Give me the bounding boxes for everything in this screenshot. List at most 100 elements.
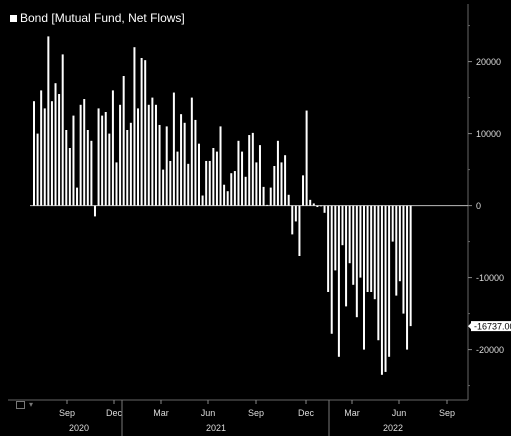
bar	[334, 205, 337, 271]
bar	[61, 54, 64, 206]
chart-menu-icon[interactable]	[16, 401, 25, 409]
bar	[72, 115, 75, 206]
bar	[154, 104, 157, 206]
x-tick-label: Jun	[201, 408, 216, 418]
bar	[208, 160, 211, 206]
bar	[43, 108, 46, 206]
x-tick-label: Mar	[153, 408, 169, 418]
bar	[291, 205, 294, 235]
bar	[90, 140, 93, 206]
bar	[316, 205, 319, 208]
bar	[298, 205, 301, 256]
y-tick-label: -20000	[476, 345, 504, 355]
bar	[205, 160, 208, 206]
bar	[133, 47, 136, 206]
bar	[384, 205, 387, 372]
bar	[319, 205, 322, 207]
bar	[180, 114, 183, 206]
bar	[330, 205, 333, 334]
bar	[226, 191, 229, 206]
bar	[83, 99, 86, 206]
bar	[194, 119, 197, 206]
bar	[359, 205, 362, 278]
x-tick-label: Dec	[298, 408, 315, 418]
bar	[187, 163, 190, 206]
bar	[406, 205, 409, 350]
bar	[269, 187, 272, 206]
chart-frame	[8, 4, 469, 401]
bar	[276, 140, 279, 206]
bar	[176, 151, 179, 206]
bar	[391, 205, 394, 242]
last-value-label: -16737.00	[474, 322, 511, 332]
chart-legend: Bond [Mutual Fund, Net Flows]	[10, 11, 185, 25]
bar	[266, 204, 269, 206]
bar	[165, 126, 168, 206]
x-year-label: 2021	[206, 423, 226, 433]
bar	[40, 90, 43, 206]
bar	[162, 169, 165, 206]
bar	[237, 140, 240, 206]
bar	[223, 184, 226, 206]
y-tick-label: 20000	[476, 57, 501, 67]
bar	[309, 199, 312, 206]
bar	[108, 133, 111, 206]
bar	[363, 205, 365, 350]
bar	[377, 205, 380, 341]
bar	[312, 203, 315, 206]
bar	[126, 130, 129, 206]
bar	[294, 205, 297, 222]
bar	[230, 173, 233, 206]
bar	[262, 186, 265, 206]
x-year-label: 2020	[69, 423, 89, 433]
bar	[345, 205, 348, 307]
x-tick-label: Sep	[439, 408, 455, 418]
bar	[370, 205, 373, 292]
bar	[122, 76, 125, 206]
bar	[355, 205, 358, 318]
y-tick-label: -10000	[476, 273, 504, 283]
x-tick-label: Sep	[248, 408, 264, 418]
bar	[402, 205, 405, 314]
bar	[302, 175, 305, 206]
bar	[151, 97, 154, 206]
x-axis: Sep Dec Mar Jun Sep Dec Mar Jun Sep 2020 2021 2022	[59, 400, 455, 436]
bar	[183, 122, 186, 206]
y-tick-label: 10000	[476, 129, 501, 139]
bar	[251, 132, 254, 206]
bar	[244, 176, 247, 206]
bar	[215, 151, 218, 206]
bar	[190, 97, 193, 206]
bar	[284, 155, 287, 206]
bar	[255, 162, 258, 206]
bar	[248, 135, 251, 206]
bar	[388, 205, 391, 357]
legend-label: Bond [Mutual Fund, Net Flows]	[20, 11, 185, 25]
bar	[341, 205, 344, 246]
bar	[79, 104, 82, 206]
bar	[65, 130, 68, 206]
bar	[137, 108, 140, 206]
x-tick-label: Dec	[106, 408, 123, 418]
bar	[409, 205, 412, 327]
bar	[198, 143, 200, 206]
bar	[273, 166, 276, 206]
x-year-label: 2022	[383, 423, 403, 433]
x-tick-label: Sep	[59, 408, 75, 418]
bar	[258, 145, 261, 206]
bar	[76, 187, 79, 206]
bar	[129, 122, 132, 206]
x-tick-label: Jun	[392, 408, 407, 418]
bar	[111, 90, 114, 206]
bar	[219, 126, 222, 206]
bar	[352, 205, 355, 285]
chevron-down-icon[interactable]: ▾	[29, 400, 34, 409]
bar	[47, 36, 50, 206]
bar	[97, 108, 100, 206]
bar	[104, 112, 107, 206]
bar	[348, 205, 351, 264]
bar	[119, 104, 122, 206]
bar	[380, 205, 383, 375]
bar-series	[33, 36, 412, 375]
